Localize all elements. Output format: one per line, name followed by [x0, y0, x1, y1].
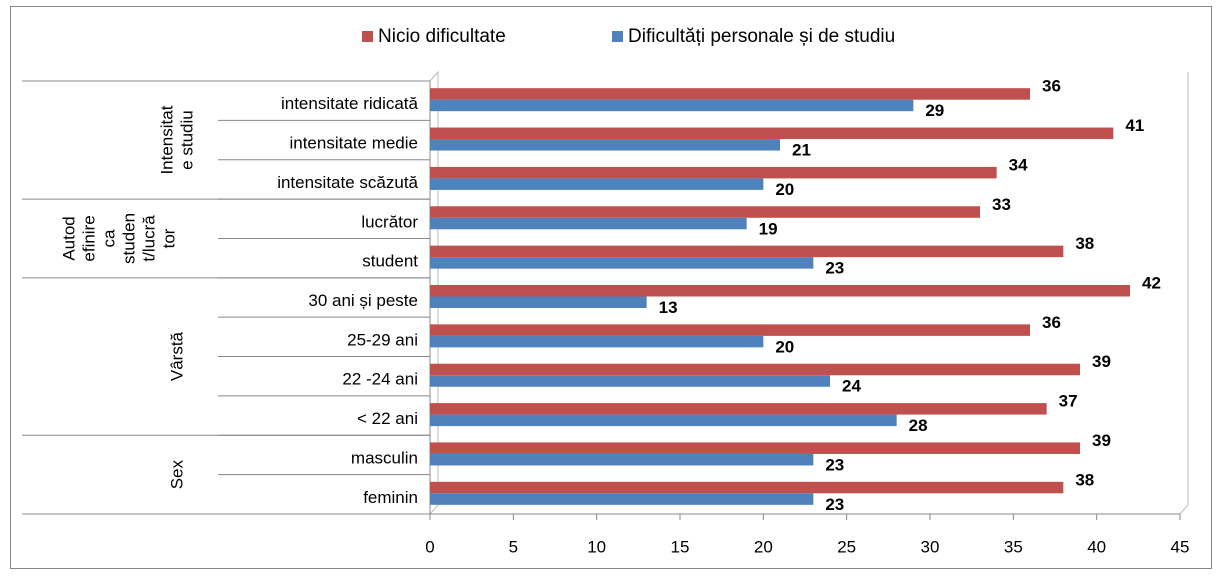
group-label: Intensitat	[157, 105, 176, 174]
group-label: Autod	[59, 216, 78, 260]
x-tick-label: 5	[509, 537, 518, 556]
y-tick-label: intensitate scăzută	[277, 173, 418, 192]
legend-swatch	[612, 31, 623, 42]
bar	[430, 481, 1064, 494]
bar	[430, 324, 1030, 336]
data-label: 20	[775, 180, 794, 199]
x-tick-label: 0	[425, 537, 434, 556]
data-label: 13	[659, 298, 678, 317]
legend-label: Nicio dificultate	[378, 26, 506, 47]
bar	[430, 217, 747, 230]
bar	[430, 99, 914, 112]
x-tick-label: 25	[837, 537, 856, 556]
legend-swatch	[362, 31, 373, 42]
bar	[430, 285, 1130, 297]
y-tick-label: 22 -24 ani	[342, 370, 418, 389]
data-label: 42	[1142, 273, 1161, 292]
y-tick-label: 30 ani și peste	[308, 291, 418, 310]
x-tick-label: 10	[587, 537, 606, 556]
x-tick-label: 20	[754, 537, 773, 556]
data-label: 37	[1059, 392, 1078, 411]
data-label: 38	[1075, 234, 1094, 253]
group-label: efinire	[79, 215, 98, 261]
y-tick-label: intensitate medie	[289, 134, 418, 153]
data-label: 34	[1009, 155, 1028, 174]
data-label: 23	[825, 455, 844, 474]
data-label: 20	[775, 337, 794, 356]
data-label: 36	[1042, 313, 1061, 332]
y-tick-label: 25-29 ani	[347, 330, 418, 349]
bar	[430, 442, 1080, 454]
data-label: 39	[1092, 352, 1111, 371]
x-tick-label: 30	[921, 537, 940, 556]
group-label: studen	[119, 213, 138, 264]
bar	[430, 178, 764, 190]
y-tick-label: lucrător	[361, 212, 418, 231]
x-tick-label: 40	[1087, 537, 1106, 556]
bar	[430, 335, 764, 348]
data-label: 19	[759, 219, 778, 238]
data-label: 23	[825, 259, 844, 278]
bar	[430, 403, 1047, 415]
bar	[430, 257, 814, 269]
bar	[430, 493, 814, 505]
group-label: Vârstă	[167, 331, 186, 381]
bar	[430, 166, 997, 179]
bar	[430, 139, 780, 151]
y-tick-label: intensitate ridicată	[281, 94, 419, 113]
y-tick-label: masculin	[351, 448, 418, 467]
data-label: 36	[1042, 77, 1061, 96]
data-label: 41	[1125, 116, 1144, 135]
floor-edge	[1179, 504, 1189, 515]
bar	[430, 414, 897, 427]
data-label: 38	[1075, 470, 1094, 489]
bar	[430, 88, 1030, 100]
bar	[430, 296, 647, 308]
data-label: 33	[992, 195, 1011, 214]
group-label: tor	[159, 228, 178, 248]
legend-label: Dificultăți personale și de studiu	[628, 26, 895, 47]
y-tick-label: student	[362, 252, 418, 271]
group-label: t/lucră	[139, 215, 158, 262]
group-label: Sex	[167, 459, 186, 489]
data-label: 39	[1092, 431, 1111, 450]
x-tick-label: 15	[671, 537, 690, 556]
x-tick-label: 35	[1004, 537, 1023, 556]
group-label: e studiu	[177, 110, 196, 170]
bar	[430, 206, 980, 218]
data-label: 28	[909, 416, 928, 435]
bar	[430, 375, 830, 387]
data-label: 21	[792, 141, 811, 160]
y-tick-label: feminin	[363, 488, 418, 507]
data-label: 29	[925, 101, 944, 120]
group-label: ca	[99, 229, 118, 248]
bar	[430, 127, 1114, 140]
x-tick-label: 45	[1171, 537, 1190, 556]
bar	[430, 363, 1080, 376]
data-label: 23	[825, 495, 844, 514]
y-tick-label: < 22 ani	[357, 409, 418, 428]
bar	[430, 245, 1064, 258]
data-label: 24	[842, 377, 861, 396]
bar	[430, 453, 814, 466]
